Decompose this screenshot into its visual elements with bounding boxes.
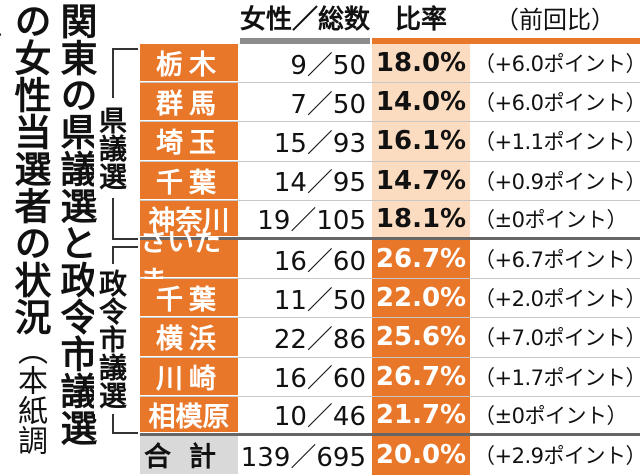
row-count: 9／50 [290, 50, 366, 81]
row-rate: 14.7% [372, 161, 470, 200]
row-name: 川崎 [140, 357, 238, 396]
group-label-prefectural: 県議選 [94, 98, 128, 198]
row-name: 群馬 [140, 83, 238, 122]
row-prev: （+6.0ポイント） [474, 52, 640, 77]
row-count: 19／105 [257, 206, 366, 237]
row-count: 139／695 [240, 442, 366, 473]
row-name: 栃木 [140, 44, 238, 83]
row-prev: （+1.7ポイント） [474, 365, 640, 390]
row-count: 15／93 [273, 128, 366, 159]
row-prev: （+0.9ポイント） [474, 169, 640, 194]
row-count: 14／95 [273, 168, 366, 199]
row-count: 7／50 [290, 89, 366, 120]
header-rate: 比率 [394, 5, 447, 35]
row-name: 合計 [140, 435, 238, 476]
header-prev: （前回比） [495, 6, 615, 34]
table-row-total: 合計 139／695 20.0% （+2.9ポイント） [140, 435, 640, 476]
results-table: 栃木 9／50 18.0% （+6.0ポイント） 群馬 7／50 14.0% （… [140, 44, 640, 476]
row-rate: 14.0% [372, 83, 470, 122]
row-rate: 22.0% [372, 279, 470, 318]
row-rate: 18.0% [372, 44, 470, 83]
row-prev: （+6.7ポイント） [474, 248, 640, 273]
row-name: 千葉 [140, 161, 238, 200]
row-prev: （+6.0ポイント） [474, 91, 640, 116]
row-count: 16／60 [273, 246, 366, 277]
title-main: 関東の県議選と政令市議選の女性当選者の状況 [8, 2, 97, 446]
group-label-city: 政令市議選 [94, 264, 128, 414]
header-count-bar [240, 38, 370, 44]
row-count: 22／86 [273, 324, 366, 355]
row-prev: （+7.0ポイント） [474, 326, 640, 351]
table-row: 横浜 22／86 25.6% （+7.0ポイント） [140, 318, 640, 358]
row-prev: （+2.0ポイント） [474, 287, 640, 312]
header-count: 女性／総数 [239, 5, 370, 35]
table-row: 神奈川 19／105 18.1% （±0ポイント） [140, 200, 640, 240]
row-rate: 26.7% [372, 357, 470, 396]
table-row: 相模原 10／46 21.7% （±0ポイント） [140, 396, 640, 436]
row-name: 横浜 [140, 318, 238, 357]
row-rate: 20.0% [372, 435, 470, 476]
table-row: 千葉 11／50 22.0% （+2.0ポイント） [140, 279, 640, 319]
table-row: 埼玉 15／93 16.1% （+1.1ポイント） [140, 122, 640, 162]
row-name: さいたま [140, 227, 238, 297]
row-name: 神奈川 [140, 200, 238, 237]
figure-title: 関東の県議選と政令市議選の女性当選者の状況（本紙調べ） [0, 2, 98, 474]
table-row: さいたま 16／60 26.7% （+6.7ポイント） [140, 227, 640, 297]
row-count: 11／50 [273, 285, 366, 316]
row-count: 10／46 [273, 402, 366, 433]
row-count: 16／60 [273, 364, 366, 395]
row-name: 埼玉 [140, 122, 238, 161]
table-row: 川崎 16／60 26.7% （+1.7ポイント） [140, 357, 640, 397]
row-name: 相模原 [140, 396, 238, 433]
table-row: 群馬 7／50 14.0% （+6.0ポイント） [140, 83, 640, 123]
title-source-note: （本紙調べ） [0, 2, 47, 455]
row-rate: 16.1% [372, 122, 470, 161]
row-name: 千葉 [140, 279, 238, 318]
header-rate-bar [372, 38, 640, 44]
row-rate: 25.6% [372, 318, 470, 357]
row-prev: （±0ポイント） [474, 403, 627, 428]
row-rate: 18.1% [372, 200, 470, 237]
row-rate: 21.7% [372, 396, 470, 433]
row-prev: （+2.9ポイント） [474, 444, 640, 469]
row-prev: （±0ポイント） [474, 207, 627, 232]
table-row: 千葉 14／95 14.7% （+0.9ポイント） [140, 161, 640, 201]
row-prev: （+1.1ポイント） [474, 130, 640, 155]
row-rate: 26.7% [372, 239, 470, 279]
table-row: 栃木 9／50 18.0% （+6.0ポイント） [140, 44, 640, 84]
